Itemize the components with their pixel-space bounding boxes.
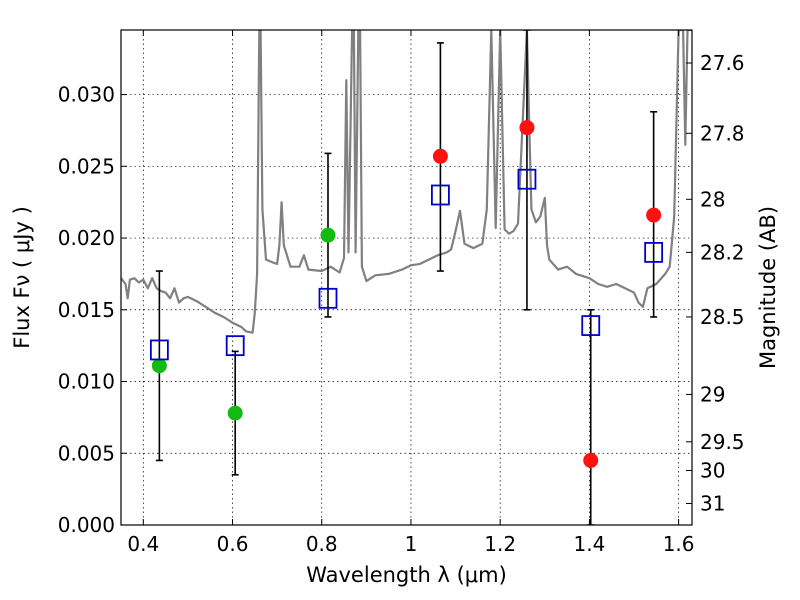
- data-point-green: [227, 405, 243, 421]
- data-point-green: [320, 227, 336, 243]
- model-band-square: [517, 168, 537, 190]
- x-tick-label: 0.6: [217, 532, 249, 556]
- x-tick-label: 0.8: [306, 532, 338, 556]
- y-right-tick-label: 27.8: [700, 121, 745, 145]
- model-band-square: [644, 241, 664, 263]
- model-band-square: [149, 339, 169, 361]
- y-right-tick-label: 30: [700, 458, 725, 482]
- y-tick-label: 0.020: [58, 226, 115, 250]
- data-point-red: [583, 452, 599, 468]
- x-tick-label: 1.4: [573, 532, 605, 556]
- data-point-red: [432, 148, 448, 164]
- model-band-square: [225, 335, 245, 357]
- y-tick-label: 0.005: [58, 441, 115, 465]
- y-tick-label: 0.015: [58, 298, 115, 322]
- data-point-red: [646, 207, 662, 223]
- model-band-square: [431, 184, 450, 206]
- y-tick-label: 0.000: [58, 513, 115, 537]
- x-tick-label: 1.2: [484, 532, 516, 556]
- y-right-tick-label: 28.2: [700, 240, 745, 264]
- plot-content: [121, 30, 692, 525]
- data-point-green: [151, 358, 167, 374]
- model-spectrum-line: [121, 30, 692, 334]
- y-right-tick-label: 29: [700, 382, 725, 406]
- plot-area: [121, 30, 692, 525]
- model-band-square: [318, 287, 338, 309]
- y-axis-label: Flux Fν ( μJy ): [10, 206, 34, 349]
- plot-frame: [120, 29, 693, 526]
- y-axis-right-label: Magnitude (AB): [756, 206, 780, 369]
- y-right-tick-label: 28: [700, 187, 725, 211]
- x-tick-label: 1: [405, 532, 418, 556]
- ticks: 0.4 0.6 0.8 1 1.2 1.4 1.6 0.000 0.005 0.010 0.015 0…: [58, 30, 745, 556]
- x-axis-label: Wavelength λ (μm): [306, 563, 507, 587]
- data-point-red: [519, 120, 535, 136]
- model-band-square: [581, 315, 601, 336]
- x-tick-label: 0.4: [127, 532, 159, 556]
- y-right-tick-label: 28.5: [700, 305, 745, 329]
- y-right-tick-label: 31: [700, 491, 725, 515]
- y-tick-label: 0.025: [58, 154, 115, 178]
- y-right-tick-label: 27.6: [700, 51, 745, 75]
- y-tick-label: 0.030: [58, 83, 115, 107]
- grid: [121, 30, 692, 526]
- y-right-tick-label: 29.5: [700, 430, 745, 454]
- x-tick-label: 1.6: [663, 532, 695, 556]
- y-tick-label: 0.010: [58, 370, 115, 394]
